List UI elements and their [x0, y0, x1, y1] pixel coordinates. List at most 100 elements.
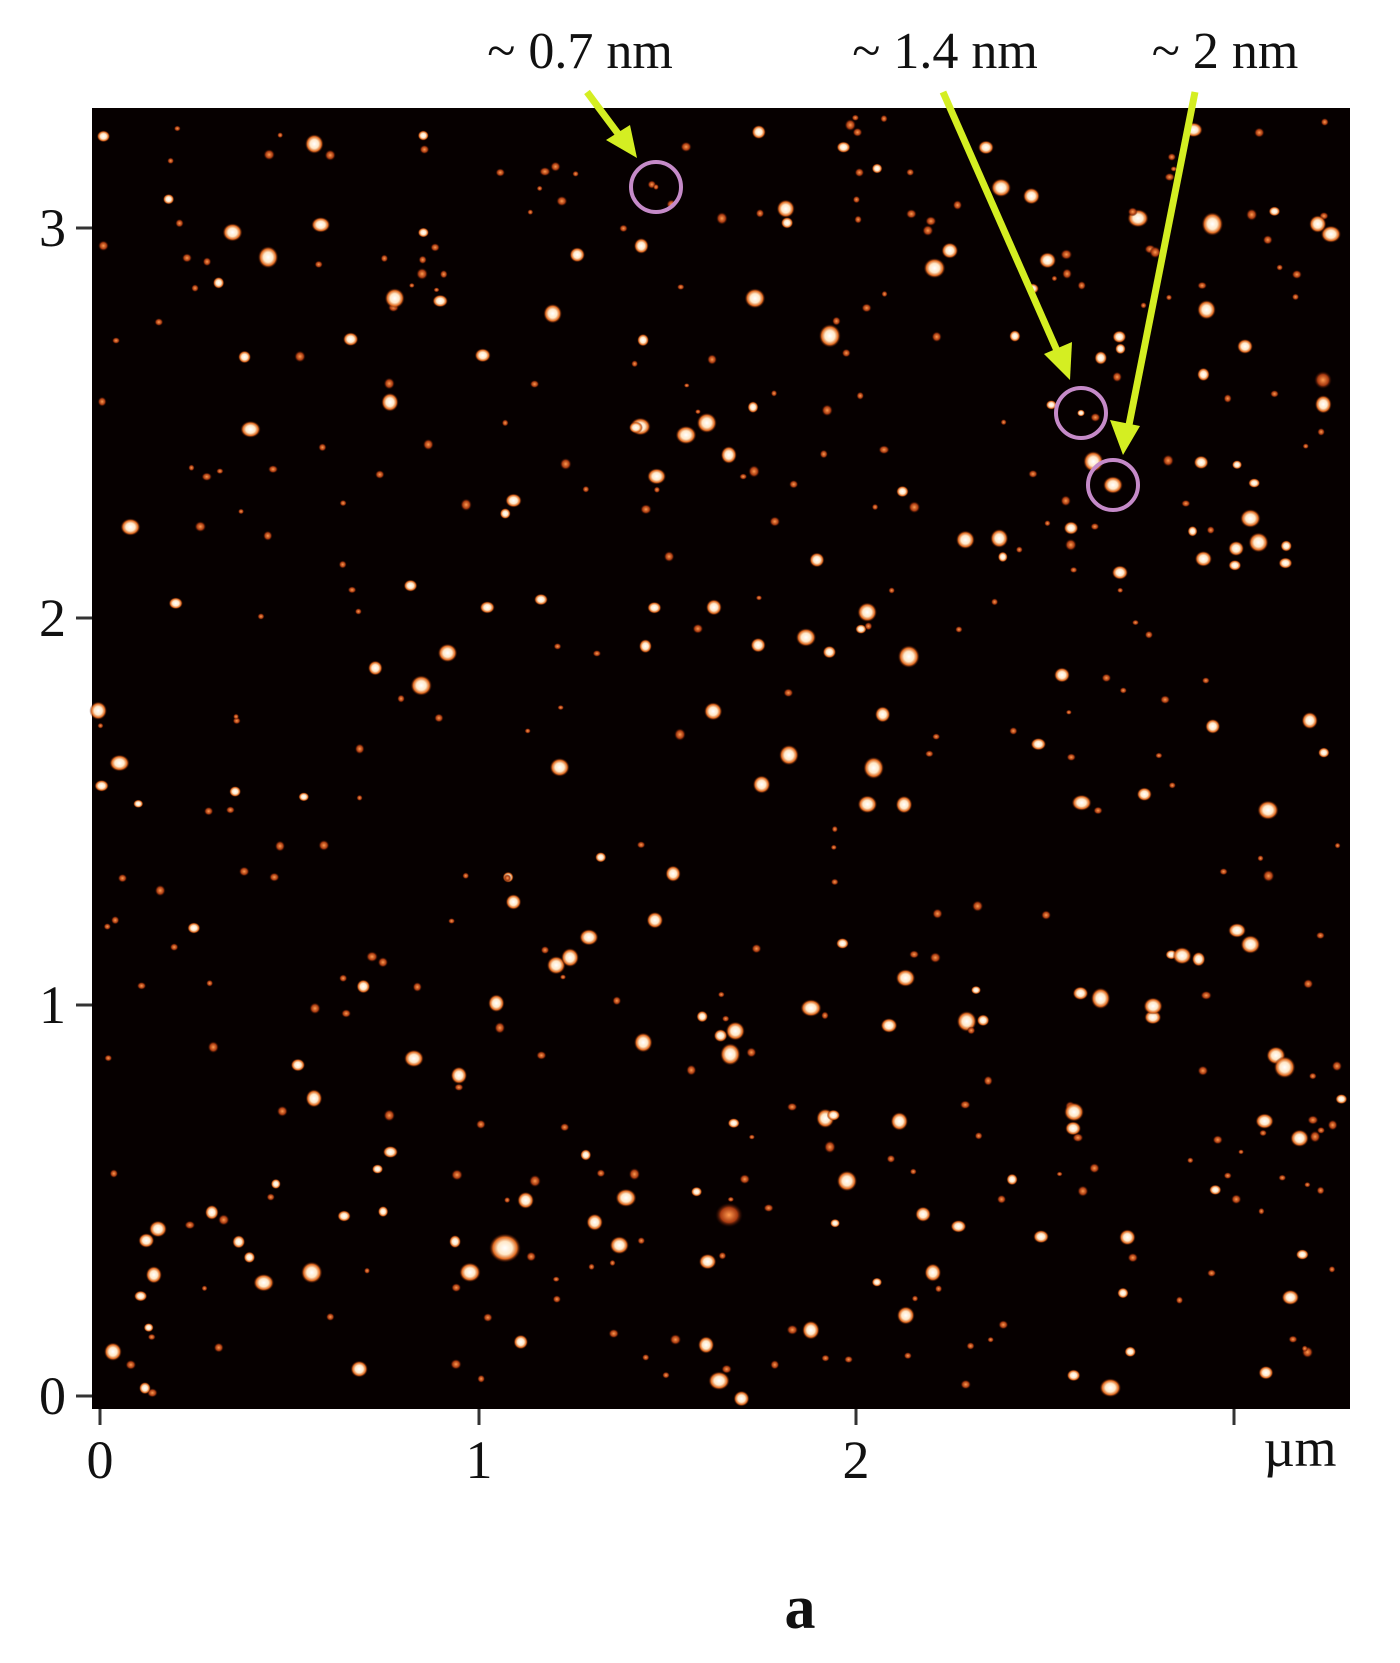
particle [596, 1169, 606, 1178]
particle [976, 1014, 990, 1027]
particle [97, 240, 109, 252]
particle [202, 257, 212, 267]
particle [1228, 923, 1247, 938]
particle [318, 443, 327, 452]
particle [1162, 454, 1174, 467]
particle [1193, 455, 1209, 470]
particle [1281, 1289, 1300, 1306]
particle [1168, 781, 1177, 789]
particle [505, 493, 522, 508]
x-unit: µm [1263, 1418, 1336, 1478]
particle [1314, 370, 1332, 390]
particle [836, 141, 851, 154]
particle [1291, 269, 1302, 280]
particle [852, 195, 861, 204]
particle [477, 1374, 486, 1383]
particle [225, 806, 235, 814]
particle [318, 839, 330, 851]
particle [1228, 559, 1242, 571]
particle [1248, 478, 1261, 488]
particle [1257, 800, 1279, 820]
particle [552, 1276, 560, 1283]
particle [1335, 1093, 1348, 1105]
particle [770, 1359, 780, 1370]
annotation: ~ 2 nm [1152, 23, 1299, 80]
particle [309, 1002, 321, 1015]
particle [1258, 1365, 1274, 1380]
particle [462, 872, 470, 880]
particle [628, 421, 643, 434]
particle [844, 1355, 854, 1364]
particle [216, 468, 224, 475]
particle [1164, 172, 1175, 182]
particle [266, 1193, 276, 1201]
particle [350, 1360, 369, 1378]
particle [856, 391, 865, 400]
particle [931, 331, 942, 343]
particle [1089, 1163, 1100, 1174]
particle [304, 134, 324, 154]
particle [1237, 338, 1254, 354]
particle [1231, 460, 1243, 470]
particle [1056, 1171, 1063, 1177]
x-tick-label: 0 [87, 1430, 114, 1490]
particle [194, 521, 207, 533]
particle [147, 1333, 156, 1341]
particle [1119, 687, 1128, 694]
particle [238, 866, 250, 877]
particle [751, 943, 762, 954]
particle [149, 1220, 167, 1238]
particle [895, 795, 913, 814]
particle [572, 170, 579, 177]
particle [203, 806, 214, 816]
particle [1172, 947, 1192, 965]
particle [526, 1251, 537, 1262]
particle [1200, 990, 1212, 1000]
particle [528, 1174, 541, 1188]
particle [802, 1320, 820, 1340]
annotation: ~ 1.4 nm [852, 23, 1038, 80]
particle [588, 1263, 595, 1271]
particle [952, 200, 963, 211]
particle [412, 981, 423, 993]
y-tick-label: 1 [39, 975, 66, 1035]
particle [966, 1026, 976, 1035]
axes [76, 226, 1236, 1425]
particle [1194, 550, 1213, 567]
particle [1062, 268, 1073, 280]
particle [1187, 525, 1198, 537]
particle [450, 1066, 468, 1085]
particle [830, 844, 838, 851]
particle [824, 1140, 836, 1154]
particle [983, 1075, 993, 1086]
particle [529, 380, 540, 389]
particle [854, 215, 862, 224]
particle [489, 1233, 521, 1263]
particle [818, 324, 841, 348]
particle [417, 227, 430, 238]
particle [1054, 667, 1070, 683]
particle [354, 743, 365, 755]
particle [997, 551, 1008, 563]
particle [966, 1342, 975, 1350]
particle [932, 908, 943, 919]
particle [1066, 753, 1076, 762]
particle [1063, 521, 1079, 535]
particle [880, 114, 888, 123]
particle [800, 999, 822, 1017]
marker-circle [1054, 386, 1108, 440]
particle [831, 825, 839, 833]
particle [878, 445, 890, 455]
particle [173, 125, 181, 132]
particle [871, 163, 883, 174]
particle [769, 516, 781, 527]
particle [419, 144, 430, 155]
particle [752, 775, 771, 794]
particle [821, 1011, 829, 1020]
particle [527, 209, 534, 216]
particle [1127, 207, 1138, 217]
particle [647, 468, 667, 485]
particle [354, 608, 362, 615]
particle [713, 1029, 728, 1043]
arrow-head [1044, 342, 1072, 380]
